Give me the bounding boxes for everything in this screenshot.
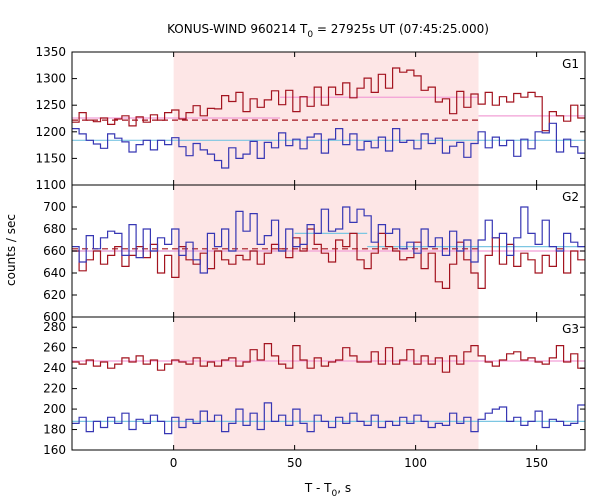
panel-content [72,67,585,169]
y-tick-label: 660 [43,244,66,258]
panel-g3: 160 180 200 220 240 260 280 G3 [43,316,586,457]
y-tick-label: 640 [43,266,66,280]
panel-frame [71,316,586,451]
y-tick-label: 240 [43,361,66,375]
y-tick-label: 160 [43,443,66,457]
series-red-g2 [72,228,585,289]
chart-title: KONUS-WIND 960214 T0 = 27925s UT (07:45:… [167,22,489,40]
y-tick-label: 1100 [35,178,66,192]
x-axis-label: T - T0, s [304,481,351,499]
y-tick-label: 1200 [35,125,66,139]
y-tick-label: 1300 [35,72,66,86]
x-tick-label: 0 [170,456,178,470]
y-tick-label: 1350 [35,45,66,59]
x-tick-label: 150 [525,456,548,470]
y-axis-label: counts / sec [4,214,18,286]
y-tick-label: 280 [43,320,66,334]
y-tick-label: 1150 [35,151,66,165]
y-tick-label: 620 [43,288,66,302]
x-tick-label: 100 [404,456,427,470]
plot-area: 1100 1150 1200 1250 1300 1350 G1 600 620 640 660 68… [35,45,586,470]
panel-g1: 1100 1150 1200 1250 1300 1350 G1 [35,45,586,192]
panel-label-g2: G2 [562,190,579,204]
y-tick-label: 700 [43,200,66,214]
y-tick-label: 600 [43,310,66,324]
y-tick-label: 680 [43,222,66,236]
panel-label-g1: G1 [562,57,579,71]
x-tick-label: 50 [287,456,302,470]
y-tick-label: 200 [43,402,66,416]
series-red-g1 [72,67,585,132]
highlight-interval [173,317,479,450]
series-blue-g2 [72,206,585,274]
panel-content [72,206,585,289]
panel-label-g3: G3 [562,322,579,336]
series-blue-g1 [72,122,585,169]
y-tick-label: 1250 [35,98,66,112]
series-red-g3 [72,343,585,373]
panel-content [72,343,585,435]
y-tick-label: 180 [43,423,66,437]
y-tick-label: 260 [43,341,66,355]
y-tick-label: 220 [43,382,66,396]
panel-g2: 600 620 640 660 680 700 G2 [43,184,586,324]
series-blue-g3 [72,402,585,435]
